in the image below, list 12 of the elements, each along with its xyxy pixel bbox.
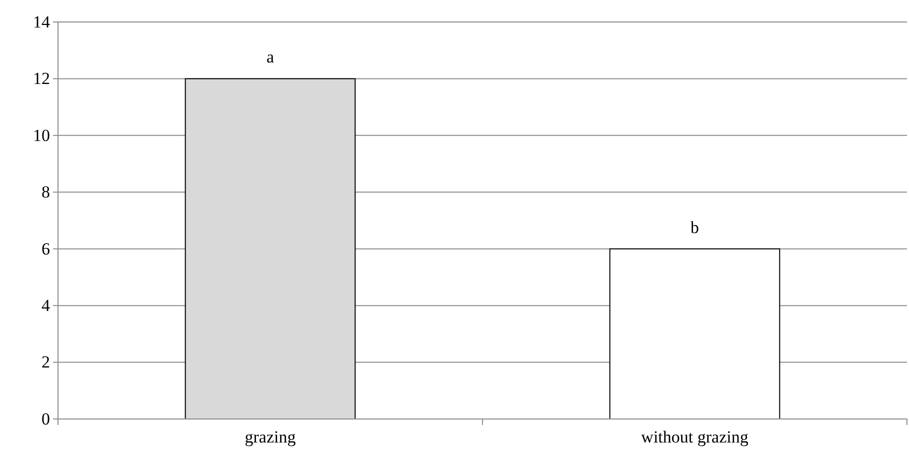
x-tick-label: without grazing [641, 427, 749, 446]
y-tick-label: 2 [42, 352, 50, 372]
y-tick-label: 8 [42, 182, 50, 202]
y-tick-label: 14 [33, 12, 50, 32]
y-tick-label: 0 [42, 409, 50, 428]
x-tick-label: grazing [244, 427, 296, 446]
y-tick-label: 4 [42, 296, 50, 316]
y-tick-label: 12 [33, 69, 50, 88]
annotation: a [266, 48, 274, 67]
y-tick-label: 10 [33, 126, 50, 145]
annotation: b [690, 218, 699, 237]
y-tick-label: 6 [42, 239, 50, 258]
